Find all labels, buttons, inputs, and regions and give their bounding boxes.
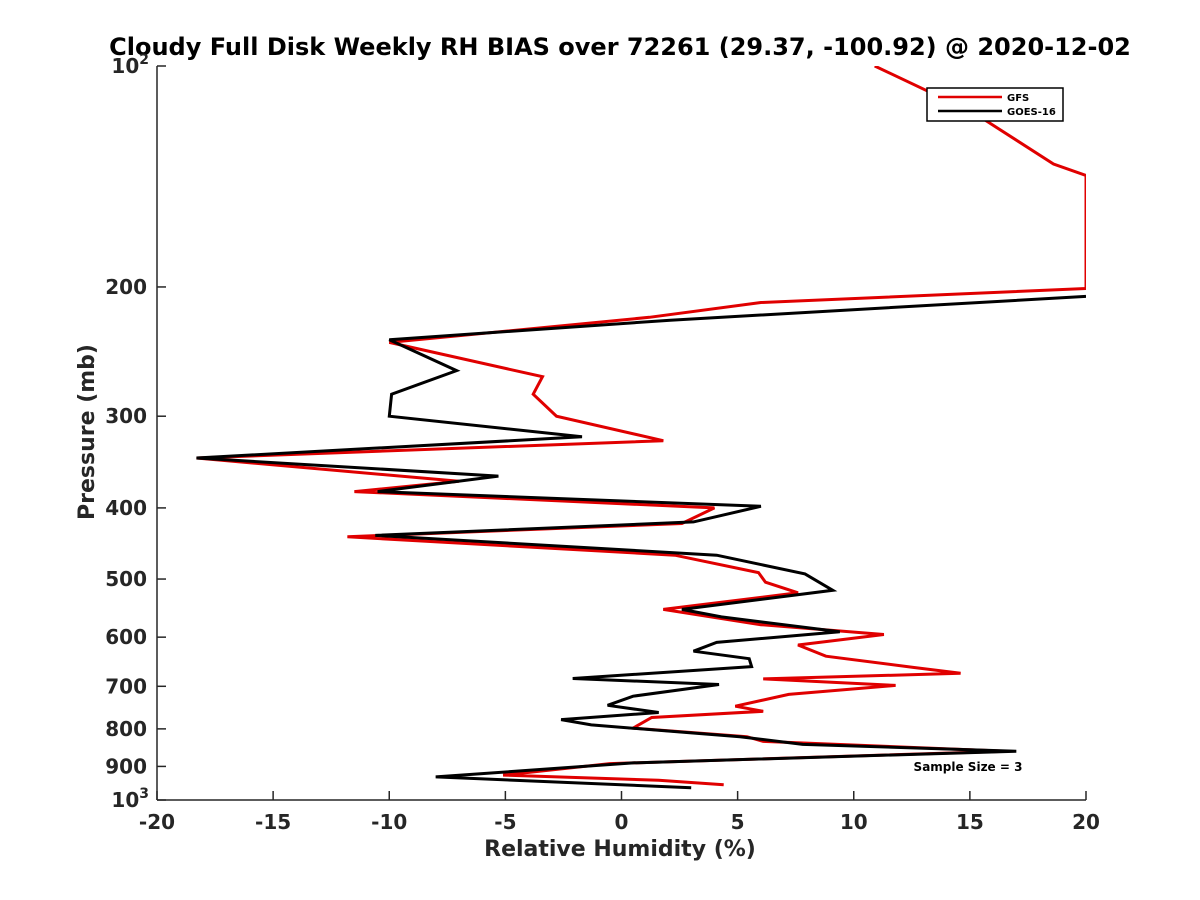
- x-tick-label: 5: [731, 810, 745, 834]
- legend-label-goes16: GOES-16: [1007, 107, 1056, 118]
- legend-label-gfs: GFS: [1007, 93, 1029, 104]
- series-layer: [196, 66, 1086, 790]
- legend: GFS GOES-16: [926, 87, 1064, 122]
- y-tick-label: 600: [105, 625, 147, 649]
- x-tick-label: 0: [615, 810, 629, 834]
- sample-size-annotation: Sample Size = 3: [914, 760, 1023, 774]
- x-tick-label: 10: [840, 810, 868, 834]
- x-tick-label: -10: [371, 810, 407, 834]
- chart-title: Cloudy Full Disk Weekly RH BIAS over 722…: [109, 33, 1131, 61]
- series-line-goes16: [196, 294, 1086, 790]
- y-tick-label: 700: [105, 674, 147, 698]
- y-tick-label: 102: [111, 52, 149, 78]
- y-tick-label: 200: [105, 275, 147, 299]
- x-tick-label: -15: [255, 810, 291, 834]
- x-tick-label: 15: [956, 810, 984, 834]
- x-tick-label: -5: [494, 810, 516, 834]
- y-tick-label: 300: [105, 404, 147, 428]
- x-axis-label: Relative Humidity (%): [484, 837, 756, 862]
- y-tick-label: 400: [105, 496, 147, 520]
- y-axis-label: Pressure (mb): [75, 344, 100, 520]
- x-tick-label: 20: [1072, 810, 1100, 834]
- y-tick-label: 103: [111, 786, 149, 812]
- y-tick-label: 900: [105, 754, 147, 778]
- y-tick-label: 800: [105, 717, 147, 741]
- axes-layer: -20 -15 -10 -5 0 5 10 15 20 102 200 300 400 500 600 700…: [105, 52, 1100, 834]
- legend-box: [926, 87, 1064, 122]
- y-tick-label: 500: [105, 567, 147, 591]
- x-tick-label: -20: [139, 810, 175, 834]
